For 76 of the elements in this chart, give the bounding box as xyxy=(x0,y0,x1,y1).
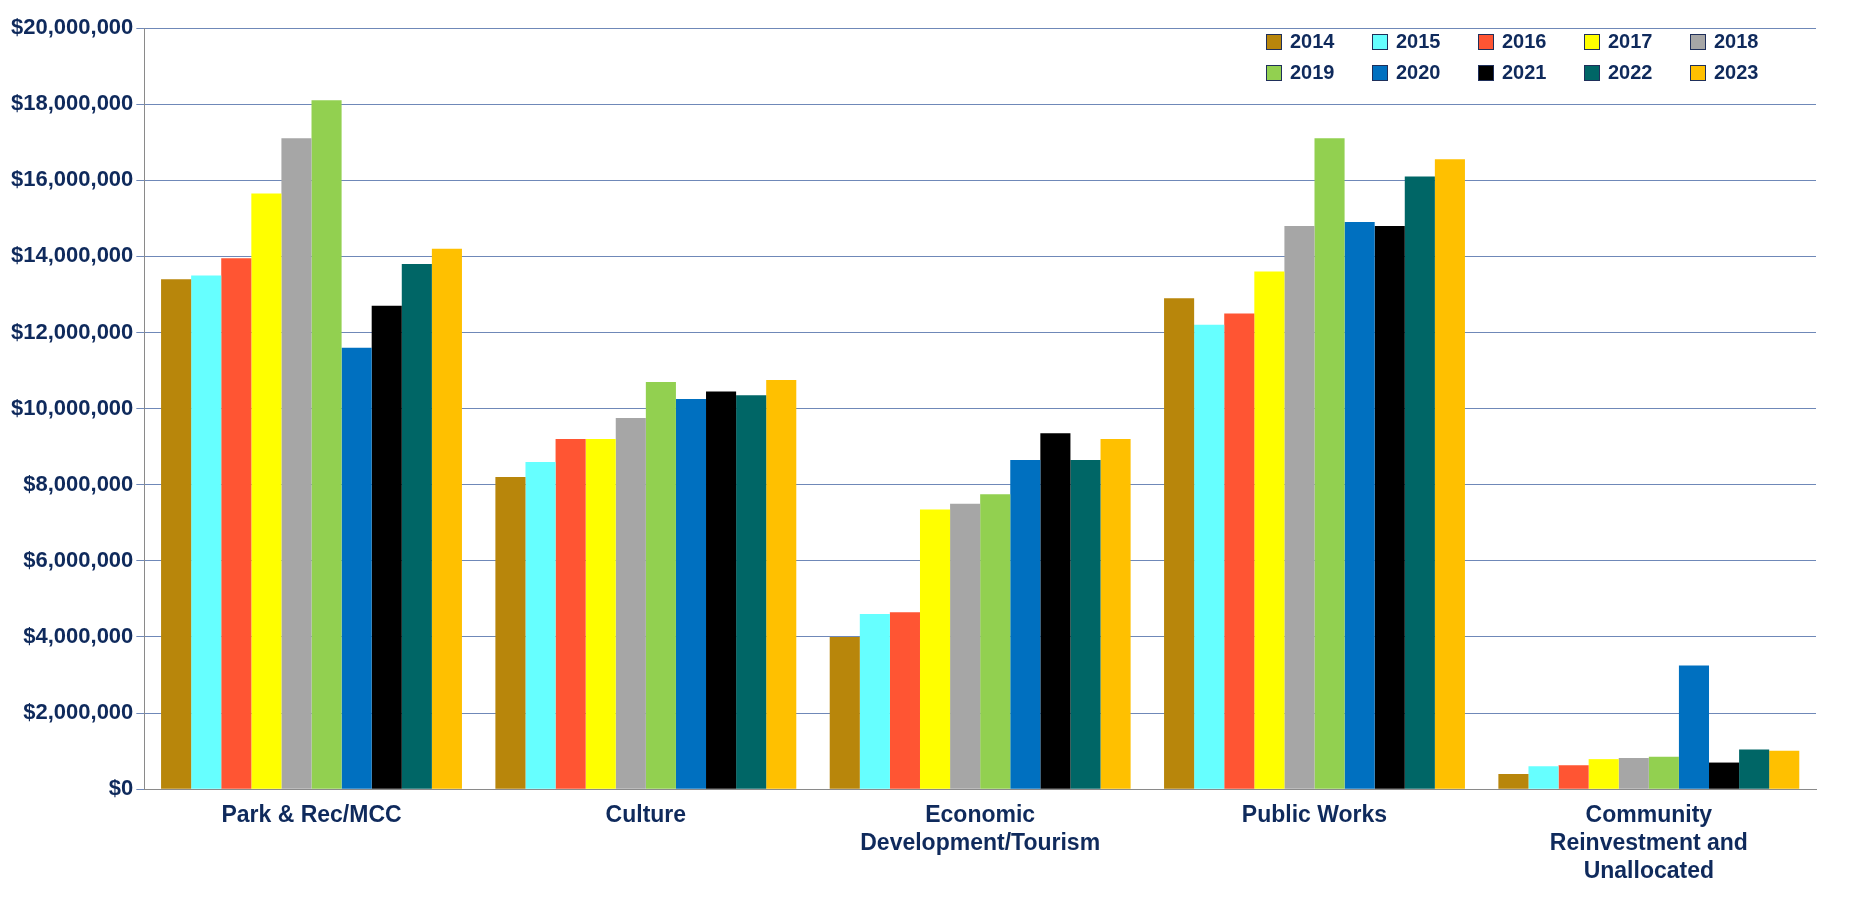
bar xyxy=(1434,159,1465,789)
bar xyxy=(1648,756,1679,789)
bar xyxy=(766,380,797,789)
bar xyxy=(555,439,586,789)
bar xyxy=(1164,298,1195,789)
bar xyxy=(525,461,556,789)
legend-label: 2020 xyxy=(1396,61,1441,84)
legend-label: 2016 xyxy=(1502,30,1547,53)
bar xyxy=(1618,757,1649,789)
bar xyxy=(371,305,402,789)
y-tick-label: $10,000,000 xyxy=(11,394,134,420)
bar xyxy=(1194,324,1225,789)
y-tick-label: $6,000,000 xyxy=(23,546,134,572)
legend-label: 2023 xyxy=(1714,61,1759,84)
legend-label: 2014 xyxy=(1290,30,1335,53)
bar xyxy=(1040,433,1071,789)
y-tick-label: $0 xyxy=(108,775,134,801)
y-tick-label: $4,000,000 xyxy=(23,623,134,649)
bar xyxy=(1254,271,1285,789)
bar xyxy=(401,263,432,789)
legend-label: 2019 xyxy=(1290,61,1335,84)
bar xyxy=(1558,765,1589,789)
y-tick-label: $8,000,000 xyxy=(23,470,134,496)
bar xyxy=(281,138,312,789)
bar xyxy=(980,494,1011,789)
bar xyxy=(859,614,890,789)
x-tick-label: Park & Rec/MCC xyxy=(221,801,402,828)
bar xyxy=(1100,439,1131,789)
y-tick-label: $2,000,000 xyxy=(23,699,134,725)
bar xyxy=(1070,459,1101,789)
legend-label: 2021 xyxy=(1502,61,1547,84)
bar xyxy=(1498,773,1529,789)
y-tick-label: $18,000,000 xyxy=(11,90,134,116)
bar xyxy=(1739,749,1770,789)
bar xyxy=(889,612,920,789)
bar xyxy=(431,248,462,789)
bar xyxy=(585,439,616,789)
bar xyxy=(311,100,342,789)
bar xyxy=(191,275,222,789)
y-tick-label: $12,000,000 xyxy=(11,318,134,344)
bar xyxy=(706,391,737,789)
bar xyxy=(221,258,252,789)
legend-label: 2017 xyxy=(1608,30,1653,53)
bar xyxy=(1224,313,1255,789)
bar xyxy=(1588,759,1619,789)
x-tick-label: Economic Development/Tourism xyxy=(860,801,1101,855)
bar xyxy=(1284,225,1315,789)
legend-label: 2022 xyxy=(1608,61,1653,84)
x-tick-label: Public Works xyxy=(1241,801,1388,828)
x-tick-label: Culture xyxy=(605,801,687,828)
bar xyxy=(1314,138,1345,789)
y-tick-label: $20,000,000 xyxy=(11,14,134,40)
bar xyxy=(1769,750,1800,789)
legend-label: 2018 xyxy=(1714,30,1759,53)
bar xyxy=(1709,762,1740,789)
y-tick-label: $14,000,000 xyxy=(11,242,134,268)
bar xyxy=(950,503,981,789)
bar xyxy=(1344,222,1375,789)
bar xyxy=(161,279,192,789)
bar xyxy=(919,509,951,789)
bar xyxy=(1678,665,1710,789)
bar xyxy=(251,193,282,789)
bar xyxy=(645,381,676,789)
bar xyxy=(829,636,860,789)
bar xyxy=(736,395,767,789)
bar xyxy=(1374,225,1405,789)
bar xyxy=(1404,176,1435,789)
bar xyxy=(495,477,526,789)
x-tick-label: Community Reinvestment and Unallocated xyxy=(1549,801,1748,883)
bar xyxy=(341,347,372,789)
bar xyxy=(615,418,646,789)
bar xyxy=(1010,459,1041,789)
legend-label: 2015 xyxy=(1396,30,1441,53)
bar xyxy=(1528,766,1559,789)
y-tick-label: $16,000,000 xyxy=(11,166,134,192)
bar xyxy=(675,399,707,789)
